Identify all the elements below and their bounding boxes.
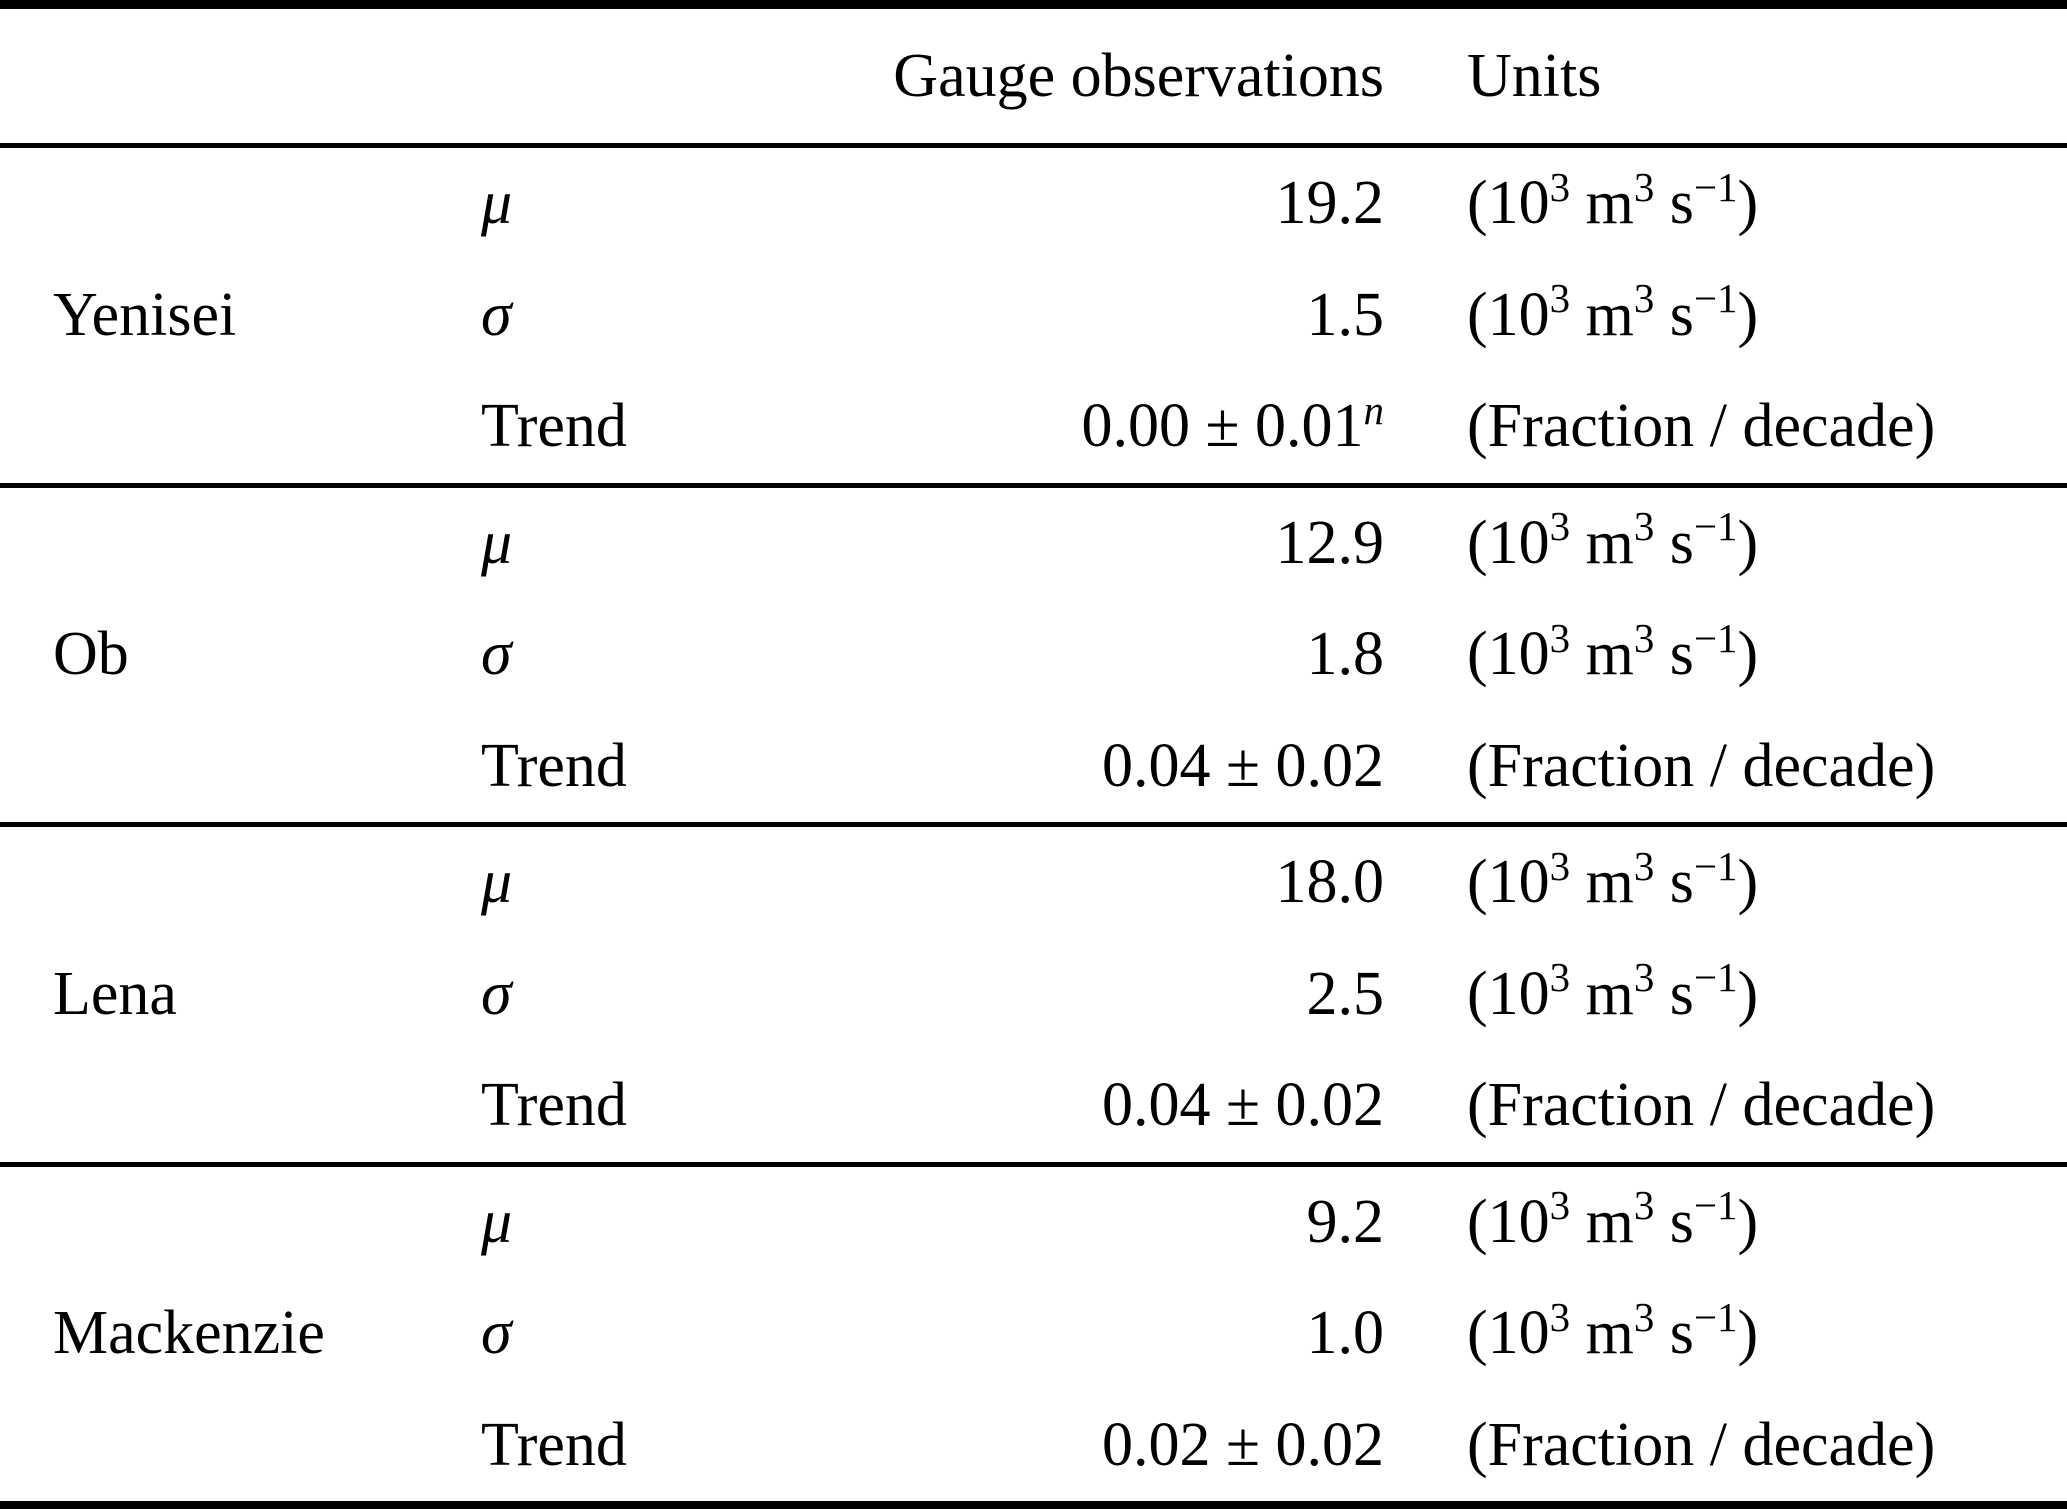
trend-value: 0.00 ± 0.01n [1081,387,1384,461]
mu-value: 18.0 [1275,848,1385,917]
river-section-lena: Lena μ 18.0 (103 m3 s−1) σ 2.5 (103 m3 s… [0,827,2067,1167]
col-header-units: Units [1467,41,1602,110]
mu-value: 12.9 [1275,508,1385,577]
param-sigma: σ [481,959,512,1028]
trend-units: (Fraction / decade) [1467,1410,1936,1479]
trend-units: (Fraction / decade) [1467,731,1936,800]
sigma-units: (103 m3 s−1) [1467,615,1759,689]
mu-units: (103 m3 s−1) [1467,843,1759,917]
sigma-value: 1.0 [1306,1299,1385,1368]
param-trend: Trend [481,392,627,461]
mu-units: (103 m3 s−1) [1467,504,1759,577]
river-name: Ob [53,620,129,689]
river-section-yenisei: Yenisei μ 19.2 (103 m3 s−1) σ 1.5 (103 m… [0,148,2067,488]
trend-value: 0.04 ± 0.02 [1101,1071,1384,1140]
river-name: Lena [53,959,177,1028]
sigma-value: 1.5 [1306,280,1385,349]
param-trend: Trend [481,1071,627,1140]
sigma-value: 1.8 [1306,620,1385,689]
mu-value: 19.2 [1275,169,1385,238]
trend-footnote-marker: n [1363,387,1384,433]
trend-value: 0.04 ± 0.02 [1101,731,1384,800]
river-name: Mackenzie [53,1299,325,1368]
sigma-units: (103 m3 s−1) [1467,1294,1759,1368]
trend-units: (Fraction / decade) [1467,1071,1936,1140]
mu-value: 9.2 [1306,1187,1385,1256]
param-sigma: σ [481,620,512,689]
param-mu: μ [481,508,513,577]
mu-units: (103 m3 s−1) [1467,1183,1759,1256]
sigma-units: (103 m3 s−1) [1467,276,1759,349]
param-mu: μ [481,848,513,917]
trend-units: (Fraction / decade) [1467,392,1936,461]
mu-units: (103 m3 s−1) [1467,164,1759,238]
trend-value: 0.02 ± 0.02 [1101,1410,1384,1479]
col-header-gauge-observations: Gauge observations [893,41,1384,110]
param-sigma: σ [481,280,512,349]
river-name: Yenisei [53,280,237,349]
sigma-value: 2.5 [1306,959,1385,1028]
river-section-ob: Ob μ 12.9 (103 m3 s−1) σ 1.8 (103 m3 s−1… [0,488,2067,827]
header-row: Gauge observations Units [0,9,2067,148]
sigma-units: (103 m3 s−1) [1467,955,1759,1028]
param-trend: Trend [481,1410,627,1479]
river-section-mackenzie: Mackenzie μ 9.2 (103 m3 s−1) σ 1.0 (103 … [0,1167,2067,1502]
param-mu: μ [481,1187,513,1256]
param-sigma: σ [481,1299,512,1368]
param-mu: μ [481,169,513,238]
param-trend: Trend [481,731,627,800]
